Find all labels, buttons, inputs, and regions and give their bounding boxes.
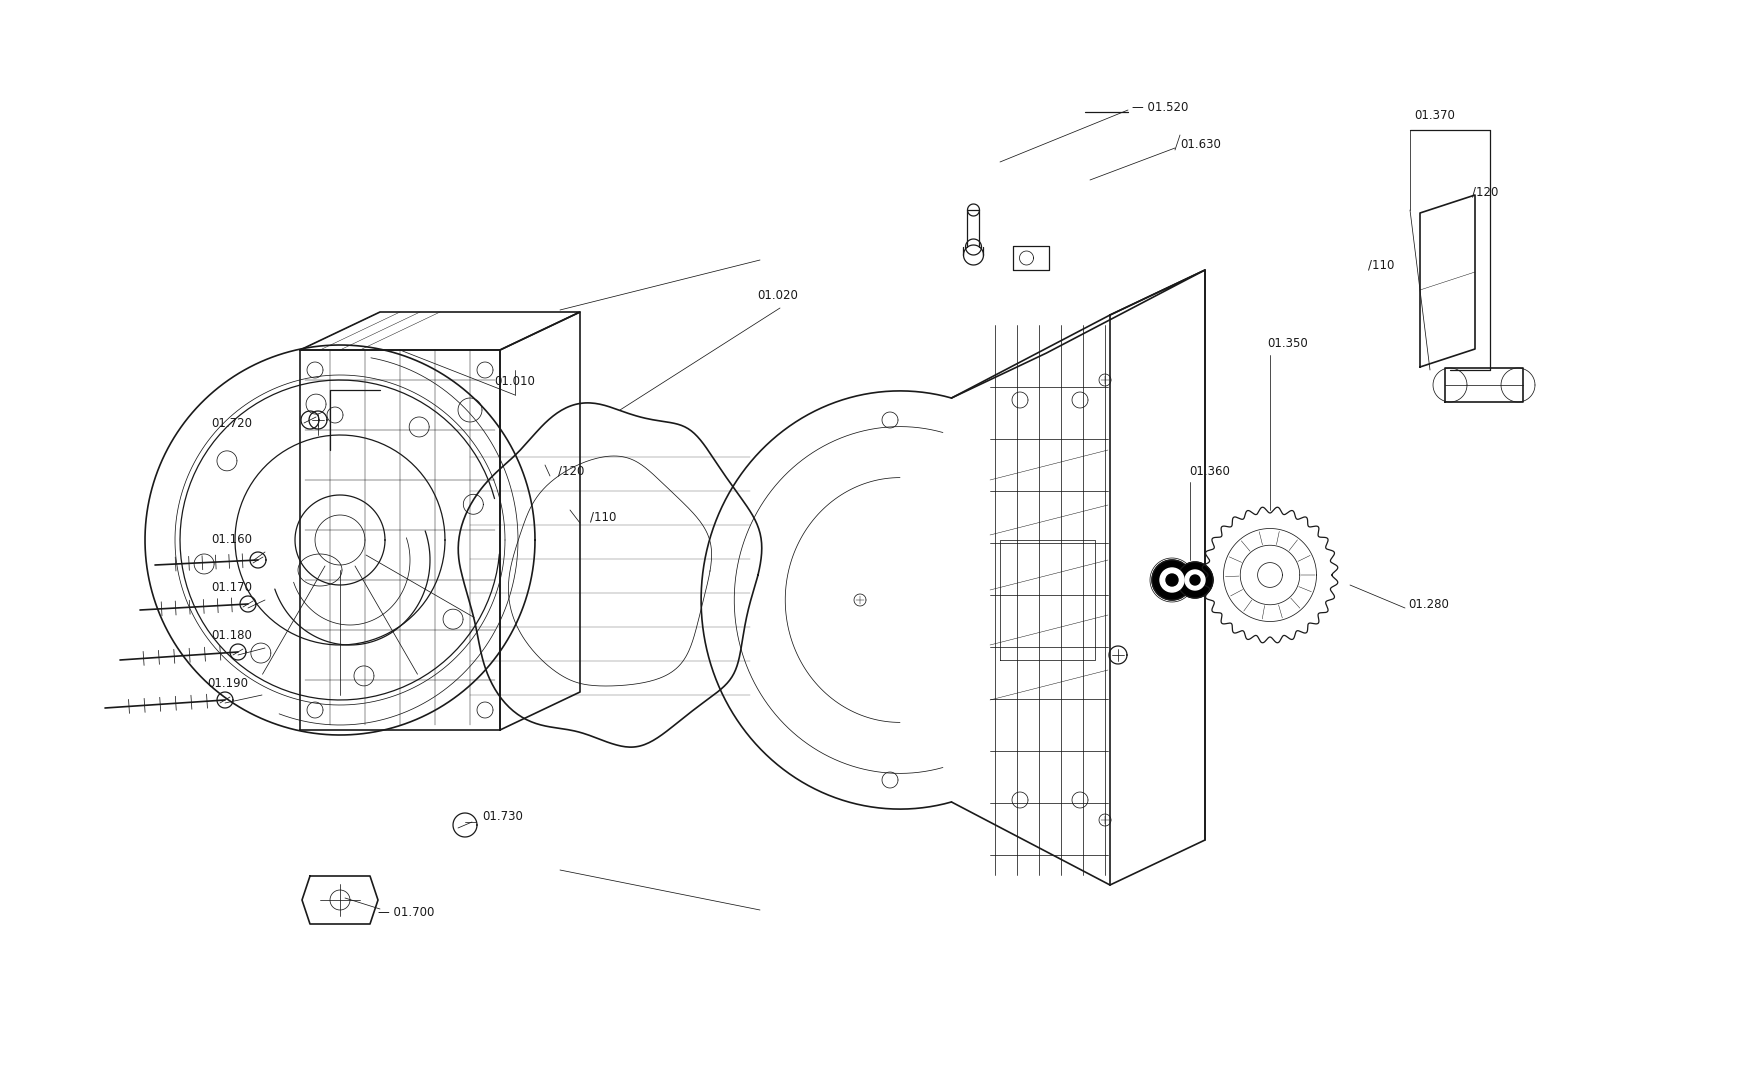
Text: — 01.700: — 01.700: [377, 906, 435, 919]
Text: 01.730: 01.730: [482, 810, 523, 824]
Text: /120: /120: [1471, 185, 1497, 199]
Text: 01.720: 01.720: [212, 417, 252, 430]
Circle shape: [1184, 570, 1205, 590]
Circle shape: [1165, 574, 1177, 586]
Circle shape: [1160, 568, 1183, 592]
Text: 01.180: 01.180: [212, 629, 252, 642]
Circle shape: [1176, 562, 1212, 598]
Text: /110: /110: [1367, 259, 1393, 272]
Text: /110: /110: [590, 510, 616, 523]
Text: 01.370: 01.370: [1414, 109, 1454, 122]
Text: 01.630: 01.630: [1179, 138, 1221, 151]
Circle shape: [1151, 560, 1191, 600]
Text: 01.170: 01.170: [212, 581, 252, 594]
Text: 01.360: 01.360: [1189, 465, 1229, 478]
Text: 01.160: 01.160: [212, 533, 252, 546]
Text: 01.020: 01.020: [756, 289, 798, 302]
Text: 01.190: 01.190: [207, 677, 249, 690]
Text: /120: /120: [558, 464, 584, 477]
Circle shape: [1189, 575, 1200, 585]
Text: 01.350: 01.350: [1268, 337, 1308, 350]
Text: 01.010: 01.010: [494, 374, 536, 388]
Text: — 01.520: — 01.520: [1132, 101, 1188, 113]
Text: 01.280: 01.280: [1407, 598, 1449, 611]
